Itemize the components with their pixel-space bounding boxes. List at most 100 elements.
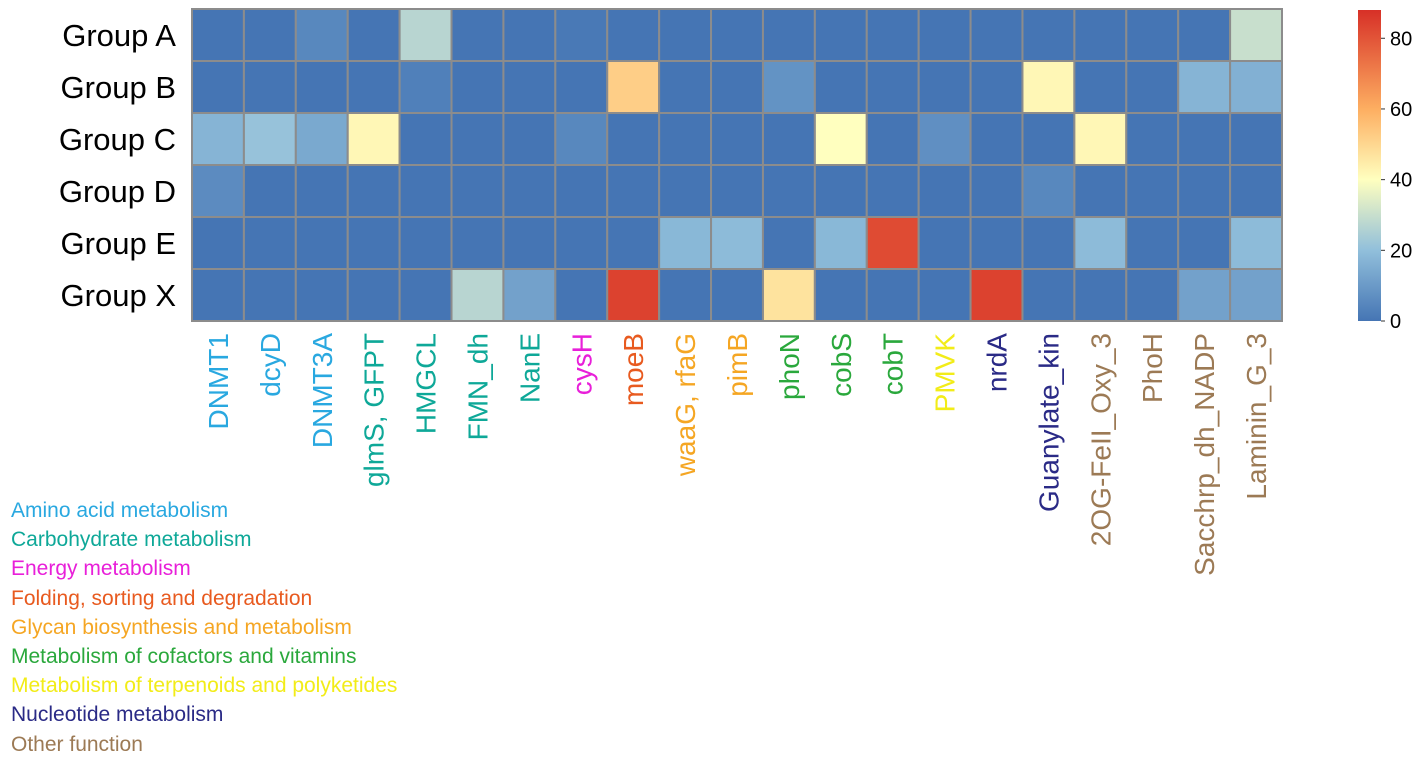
heatmap-cell: [346, 8, 401, 62]
heatmap-cell: [1125, 60, 1180, 114]
heatmap-cell: [1177, 112, 1232, 166]
heatmap-cell: [450, 60, 505, 114]
legend-item: Metabolism of terpenoids and polyketides: [11, 674, 398, 698]
heatmap-cell: [294, 112, 349, 166]
heatmap-cell: [1073, 164, 1128, 218]
heatmap-cell: [1021, 60, 1076, 114]
heatmap-cell: [450, 164, 505, 218]
column-label: Sacchrp_dh_NADP: [1189, 333, 1220, 576]
heatmap-cell: [1021, 112, 1076, 166]
heatmap-cell: [554, 8, 609, 62]
column-label: nrdA: [982, 333, 1013, 392]
column-label: cobS: [826, 333, 857, 397]
heatmap-cell: [658, 164, 713, 218]
heatmap-cell: [1177, 8, 1232, 62]
heatmap-cell: [1073, 216, 1128, 270]
column-label: 2OG-FeII_Oxy_3: [1085, 333, 1116, 546]
heatmap-cell: [346, 164, 401, 218]
heatmap-cell: [813, 60, 868, 114]
heatmap-cell: [813, 216, 868, 270]
colorbar-tick-label: 80: [1390, 28, 1412, 50]
heatmap-cell: [502, 60, 557, 114]
heatmap-cell: [1229, 268, 1283, 322]
heatmap-cell: [294, 164, 349, 218]
heatmap-cell: [606, 164, 661, 218]
legend-item: Glycan biosynthesis and metabolism: [11, 615, 352, 639]
heatmap-cell: [191, 164, 245, 218]
column-label: Laminin_G_3: [1241, 333, 1272, 500]
heatmap-cell: [398, 112, 453, 166]
heatmap-cell: [1073, 268, 1128, 322]
heatmap-cell: [1073, 112, 1128, 166]
heatmap-cell: [191, 8, 245, 62]
heatmap-cell: [294, 8, 349, 62]
column-label: phoN: [774, 333, 805, 400]
column-label: Guanylate_kin: [1033, 333, 1064, 512]
heatmap-cell: [502, 216, 557, 270]
heatmap-cell: [969, 8, 1024, 62]
heatmap-cell: [450, 268, 505, 322]
heatmap-cell: [761, 268, 816, 322]
heatmap-cell: [554, 60, 609, 114]
heatmap-cell: [1177, 216, 1232, 270]
heatmap-cell: [1021, 8, 1076, 62]
heatmap-cell: [346, 112, 401, 166]
column-label: waaG, rfaG: [670, 333, 701, 477]
heatmap-cell: [1125, 164, 1180, 218]
column-label: DNMT1: [203, 333, 234, 429]
heatmap-cell: [346, 268, 401, 322]
column-label: dcyD: [255, 333, 286, 397]
column-label: glmS, GFPT: [359, 333, 390, 487]
heatmap-cell: [1229, 164, 1283, 218]
heatmap-cell: [1073, 8, 1128, 62]
heatmap-cell: [398, 8, 453, 62]
heatmap-cell: [554, 216, 609, 270]
heatmap-cell: [242, 268, 297, 322]
heatmap-cell: [606, 60, 661, 114]
heatmap-cell: [969, 216, 1024, 270]
heatmap-cell: [710, 112, 764, 166]
colorbar-tick-label: 0: [1390, 311, 1401, 333]
heatmap-cell: [969, 164, 1024, 218]
heatmap-cell: [917, 216, 972, 270]
heatmap-cell: [450, 8, 505, 62]
heatmap-cell: [865, 164, 920, 218]
heatmap-cell: [1177, 268, 1232, 322]
column-label: cobT: [878, 333, 909, 395]
heatmap-cell: [761, 216, 816, 270]
heatmap-cell: [865, 112, 920, 166]
heatmap-cell: [554, 268, 609, 322]
heatmap-cell: [242, 216, 297, 270]
heatmap-cell: [658, 112, 713, 166]
heatmap-cell: [398, 60, 453, 114]
heatmap-cell: [502, 164, 557, 218]
heatmap-cell: [1073, 60, 1128, 114]
heatmap-cell: [658, 8, 713, 62]
heatmap-cell: [450, 216, 505, 270]
heatmap-cell: [710, 216, 764, 270]
heatmap-cell: [398, 216, 453, 270]
heatmap-cell: [865, 60, 920, 114]
heatmap-cell: [761, 164, 816, 218]
heatmap-cell: [969, 60, 1024, 114]
heatmap-cell: [917, 268, 972, 322]
colorbar-tick-label: 40: [1390, 170, 1412, 192]
heatmap-cell: [813, 268, 868, 322]
heatmap-cell: [191, 216, 245, 270]
heatmap-cell: [1229, 112, 1283, 166]
row-labels: Group A Group B Group C Group D Group E Group…: [59, 18, 176, 313]
heatmap-cell: [502, 112, 557, 166]
heatmap-cell: [1177, 60, 1232, 114]
legend-item: Other function: [11, 732, 143, 756]
heatmap-cell: [346, 60, 401, 114]
heatmap-cell: [1177, 164, 1232, 218]
heatmap-cell: [606, 112, 661, 166]
heatmap-cell: [761, 8, 816, 62]
legend-item: Nucleotide metabolism: [11, 703, 224, 727]
column-label: DNMT3A: [307, 333, 338, 448]
heatmap-cell: [710, 164, 764, 218]
heatmap-cell: [865, 268, 920, 322]
row-label: Group B: [61, 70, 176, 105]
heatmap-cell: [346, 216, 401, 270]
